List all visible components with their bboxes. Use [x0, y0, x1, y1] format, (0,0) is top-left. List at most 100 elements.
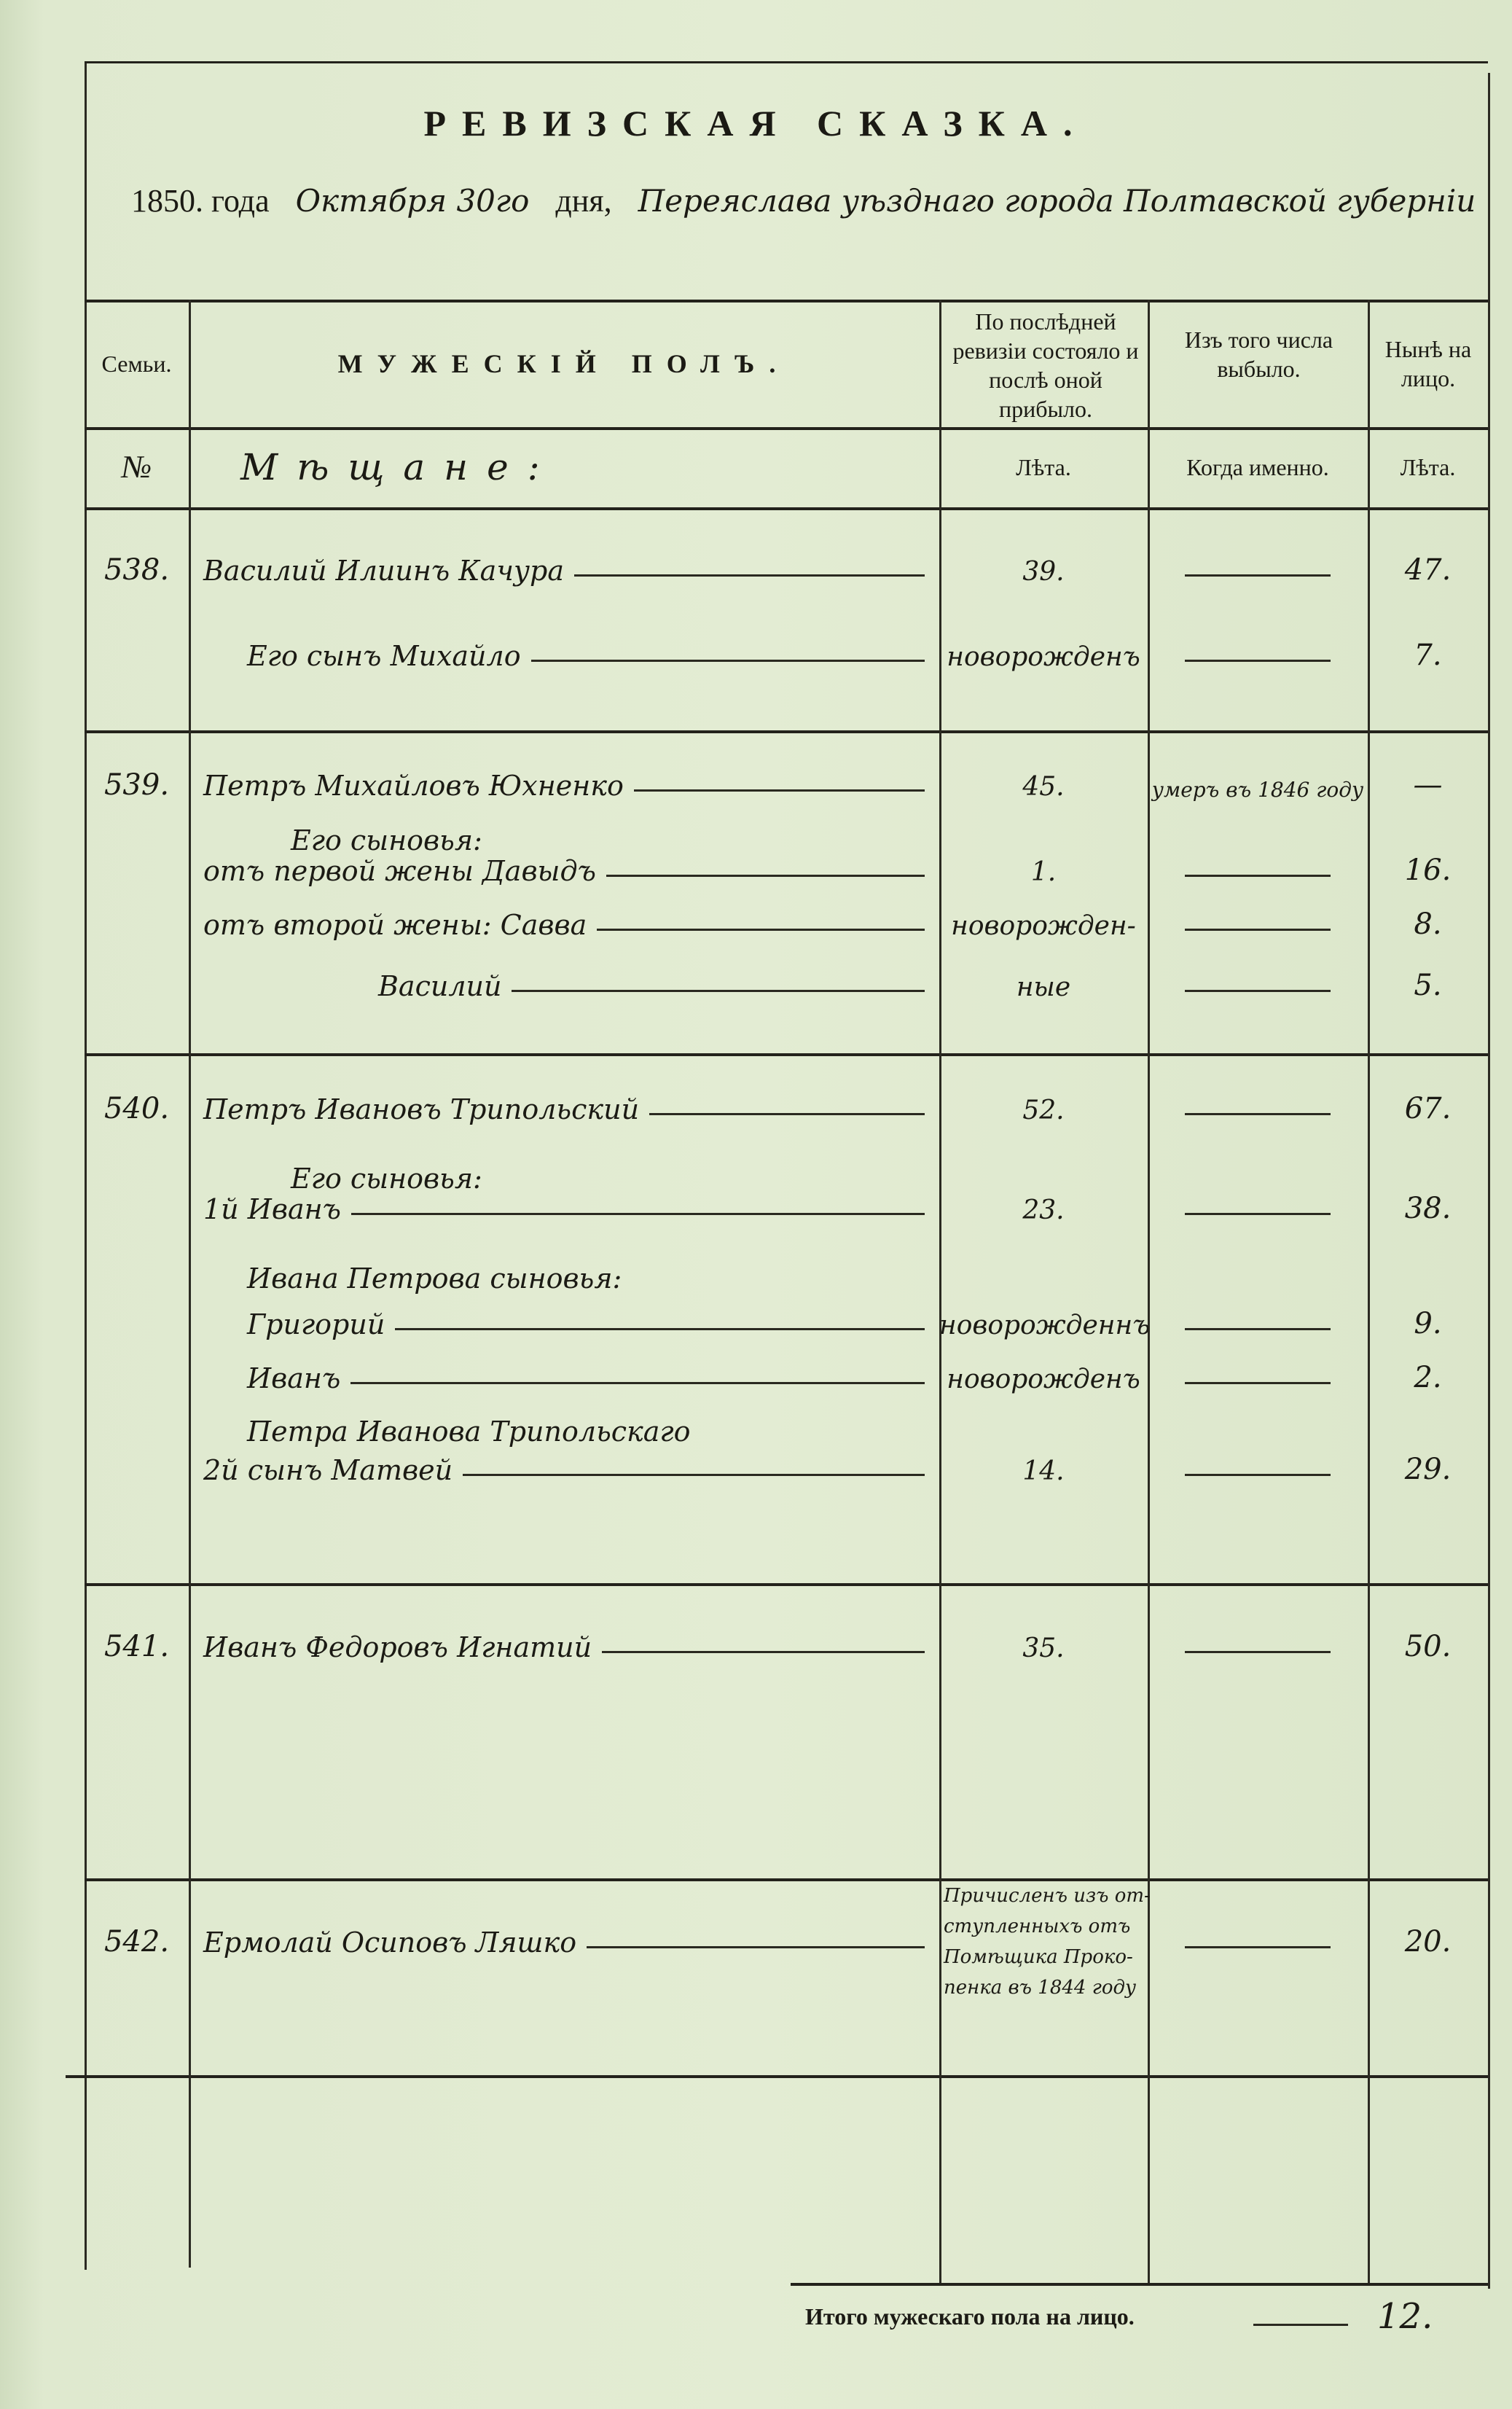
- total-dash: [1253, 2324, 1348, 2326]
- subtitle-year: 1850. года: [131, 183, 270, 219]
- person-name: Василий Илиинъ Качура: [203, 555, 565, 587]
- subtitle-date: Октября 30го: [295, 183, 530, 219]
- entry-dash: [351, 1213, 925, 1215]
- person-name: отъ второй жены: Савва: [203, 909, 587, 941]
- note-line: Причисленъ изъ от-: [944, 1885, 1151, 1907]
- departed-cell: [1148, 1946, 1368, 1959]
- entry-dash: [649, 1113, 925, 1115]
- family-subheading: Ивана Петрова сыновья:: [85, 1251, 1488, 1295]
- age-at-last-revision: новорожденъ: [947, 1364, 1140, 1394]
- departed-cell: [1148, 1474, 1368, 1486]
- person-entry: 1й Иванъ 23. 38.: [85, 1182, 1488, 1225]
- person-entry: Григорий новорожденнъ 9.: [85, 1297, 1488, 1340]
- departed-dash: [1185, 929, 1331, 931]
- row-divider: [66, 2075, 1488, 2078]
- departed-dash: [1185, 574, 1331, 577]
- name-cell: Иванъ Федоровъ Игнатий: [189, 1631, 939, 1663]
- age-at-last-revision: 23.: [1022, 1195, 1065, 1225]
- entry-dash: [633, 789, 925, 792]
- person-entry: 539. Петръ Михайловъ Юхненко 45. умеръ въ 1…: [85, 758, 1488, 802]
- person-name: Ермолай Осиповъ Ляшко: [203, 1926, 577, 1959]
- subheader-number: №: [121, 449, 152, 485]
- header-families: Семьи.: [101, 350, 172, 377]
- name-cell: 1й Иванъ: [189, 1193, 939, 1225]
- note-line: ступленныхъ отъ: [944, 1916, 1131, 1937]
- row-divider: [85, 1583, 1488, 1586]
- age-at-last-revision: 1.: [1030, 857, 1057, 887]
- age-present: 50.: [1404, 1630, 1452, 1663]
- row-divider: [85, 730, 1488, 733]
- person-entry: 541. Иванъ Федоровъ Игнатий 35. 50.: [85, 1620, 1488, 1663]
- departed-cell: [1148, 1113, 1368, 1125]
- family-number: 540.: [103, 1092, 170, 1125]
- family-subheading: Его сыновья:: [85, 1151, 1488, 1195]
- frame-right-border: [1488, 73, 1490, 2289]
- frame-top-border: [85, 61, 1488, 63]
- subheader-bottom-line: [85, 507, 1488, 510]
- person-name: Василий: [378, 970, 502, 1002]
- departed-cell: [1148, 1328, 1368, 1340]
- age-at-last-revision: новорожденъ: [947, 642, 1140, 672]
- name-cell: Григорий: [189, 1308, 939, 1340]
- person-name: Иванъ: [247, 1362, 341, 1394]
- age-at-last-revision: ные: [1016, 972, 1071, 1002]
- person-name: Петръ Ивановъ Трипольский: [203, 1093, 640, 1125]
- name-cell: Петра Иванова Трипольскаго: [189, 1416, 939, 1448]
- family-number: 542.: [103, 1925, 170, 1959]
- departed-cell: [1148, 929, 1368, 941]
- departed-dash: [1185, 660, 1331, 662]
- total-value: 12.: [1377, 2296, 1433, 2337]
- age-present: 5.: [1414, 969, 1442, 1002]
- departed-dash: [1185, 990, 1331, 992]
- header-male: МУЖЕСКІЙ ПОЛЪ.: [337, 348, 791, 378]
- departed-cell: [1148, 875, 1368, 887]
- name-cell: Василий: [189, 970, 939, 1002]
- family-subheading: Петра Иванова Трипольскаго: [85, 1404, 1488, 1448]
- entry-dash: [587, 1946, 925, 1948]
- header-present: Нынѣ на лицо.: [1384, 335, 1472, 391]
- age-at-last-revision: 35.: [1022, 1633, 1065, 1663]
- person-entry: отъ первой жены Давыдъ 1. 16.: [85, 843, 1488, 887]
- departed-dash: [1185, 1946, 1331, 1948]
- age-at-last-revision: 14.: [1022, 1456, 1065, 1486]
- subheading-text: Его сыновья:: [291, 824, 482, 856]
- row-divider: [85, 1053, 1488, 1056]
- header-top-line: [85, 300, 1488, 302]
- departed-cell: [1148, 660, 1368, 672]
- departed-dash: [1185, 1213, 1331, 1215]
- age-present: —: [1413, 768, 1443, 802]
- person-entry: 540. Петръ Ивановъ Трипольский 52. 67.: [85, 1082, 1488, 1125]
- header-last-revision: По послѣдней ревизіи состояло и послѣ он…: [952, 308, 1139, 422]
- document-title: РЕВИЗСКАЯ СКАЗКА.: [423, 103, 1089, 144]
- age-present: 20.: [1404, 1925, 1452, 1959]
- name-cell: Его сыновья:: [189, 824, 939, 856]
- row-divider: [85, 1878, 1488, 1881]
- total-line: [791, 2283, 1488, 2286]
- subheading-text: Петра Иванова Трипольскаго: [247, 1416, 691, 1448]
- person-entry: Василий ные 5.: [85, 958, 1488, 1002]
- column-divider: [939, 300, 941, 2283]
- name-cell: Ермолай Осиповъ Ляшко: [189, 1926, 939, 1959]
- header-departed: Изъ того числа выбыло.: [1184, 327, 1333, 382]
- person-entry: отъ второй жены: Савва новорожден- 8.: [85, 897, 1488, 941]
- age-present: 9.: [1414, 1307, 1442, 1340]
- departed-dash: [1185, 875, 1331, 877]
- note-line: пенка въ 1844 году: [944, 1977, 1137, 1999]
- subheading-text: Ивана Петрова сыновья:: [247, 1262, 622, 1295]
- departed-cell: [1148, 1651, 1368, 1663]
- person-entry: 538. Василий Илиинъ Качура 39. 47.: [85, 543, 1488, 587]
- age-present: 16.: [1404, 854, 1452, 887]
- entry-note: Причисленъ изъ от-ступленныхъ отъ Помѣщик…: [944, 1881, 1177, 2003]
- entry-dash: [463, 1474, 925, 1476]
- family-number: 538.: [103, 553, 170, 587]
- age-present: 29.: [1404, 1453, 1452, 1486]
- header-bottom-line: [85, 427, 1488, 430]
- entry-dash: [597, 929, 925, 931]
- person-name: Петръ Михайловъ Юхненко: [203, 770, 624, 802]
- total-label: Итого мужескаго пола на лицо.: [805, 2303, 1135, 2330]
- age-present: 2.: [1414, 1361, 1442, 1394]
- age-at-last-revision: 52.: [1022, 1096, 1065, 1125]
- person-name: Григорий: [247, 1308, 385, 1340]
- name-cell: отъ первой жены Давыдъ: [189, 855, 939, 887]
- age-present: 47.: [1404, 553, 1452, 587]
